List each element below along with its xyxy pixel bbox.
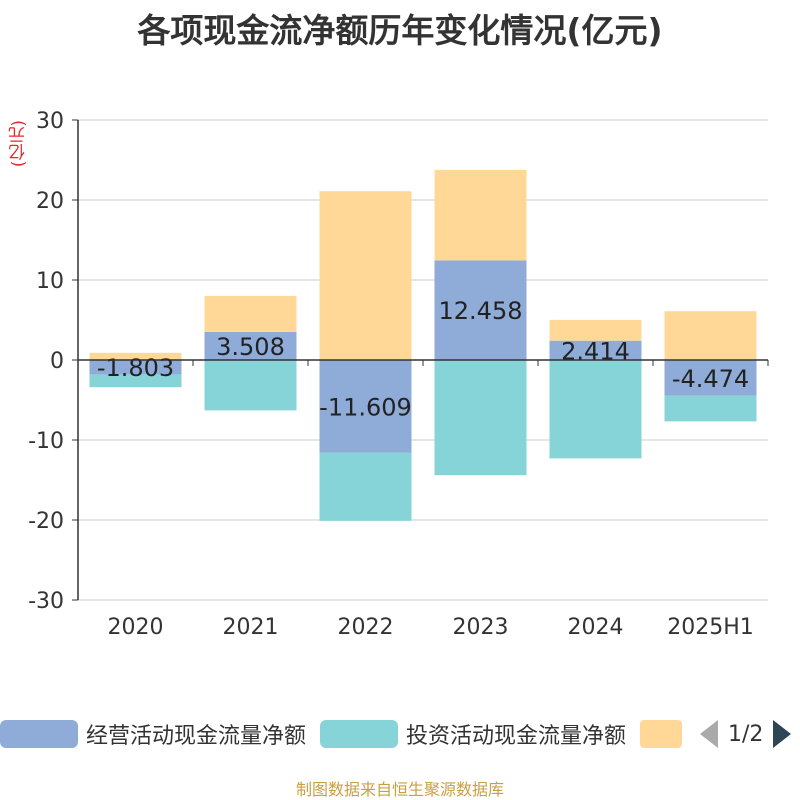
data-source-note: 制图数据来自恒生聚源数据库: [295, 780, 504, 799]
legend-swatch-investing: [320, 720, 398, 748]
bar-operating-2022: [319, 360, 412, 453]
bar-investing-2023: [434, 360, 527, 476]
data-label: -1.803: [97, 354, 174, 382]
chart-plot: 30 20 10 0 -10 -20 -30 -1.803 3.508 -11.609 12.458…: [28, 109, 769, 640]
bar-third-2024: [549, 319, 642, 341]
legend-item-third[interactable]: [640, 720, 682, 748]
bar-third-2025H1: [664, 311, 757, 360]
legend-next-arrow-icon[interactable]: [773, 720, 792, 748]
legend-pager: 1/2: [700, 718, 792, 750]
data-label: -4.474: [672, 365, 749, 393]
data-label: 3.508: [216, 333, 285, 361]
bar-operating-2021: [204, 331, 297, 360]
legend-item-investing[interactable]: 投资活动现金流量净额: [320, 720, 627, 749]
x-tick-label: 2025H1: [667, 615, 754, 640]
data-label: 12.458: [439, 297, 523, 325]
legend-item-operating[interactable]: 经营活动现金流量净额: [0, 720, 307, 749]
legend-label-investing: 投资活动现金流量净额: [406, 724, 627, 749]
x-tick-label: 2023: [453, 615, 509, 640]
bar-third-2022: [319, 191, 412, 360]
y-tick-label: -20: [28, 509, 64, 534]
bar-third-2023: [434, 169, 527, 261]
bar-operating-2020: [89, 360, 182, 375]
bar-investing-2020: [89, 374, 182, 388]
x-tick-label: 2022: [338, 615, 394, 640]
bar-operating-2024: [549, 340, 642, 360]
y-tick-label: -30: [28, 589, 64, 614]
legend: 经营活动现金流量净额 投资活动现金流量净额 1/2: [0, 712, 800, 756]
x-tick-label: 2020: [108, 615, 164, 640]
y-tick-label: -10: [28, 429, 64, 454]
chart-title: 各项现金流净额历年变化情况(亿元): [137, 11, 663, 50]
x-tick-label: 2024: [568, 615, 624, 640]
y-tick-label: 20: [36, 189, 64, 214]
legend-prev-arrow-icon[interactable]: [700, 720, 718, 748]
y-tick-label: 10: [36, 269, 64, 294]
bar-investing-2025H1: [664, 395, 757, 422]
legend-label-operating: 经营活动现金流量净额: [86, 724, 307, 749]
bar-operating-2023: [434, 260, 527, 360]
y-tick-label: 30: [36, 109, 64, 134]
legend-swatch-operating: [0, 720, 78, 748]
bar-investing-2024: [549, 360, 642, 459]
data-label: -11.609: [319, 393, 412, 421]
legend-swatch-third: [640, 720, 682, 748]
bar-investing-2021: [204, 360, 297, 411]
bar-third-2021: [204, 295, 297, 332]
bar-third-2020: [89, 352, 182, 360]
y-tick-label: 0: [50, 349, 64, 374]
x-tick-label: 2021: [223, 615, 279, 640]
data-label: 2.414: [561, 337, 630, 365]
bar-operating-2025H1: [664, 360, 757, 396]
legend-page-indicator: 1/2: [728, 721, 764, 747]
bar-investing-2022: [319, 452, 412, 521]
